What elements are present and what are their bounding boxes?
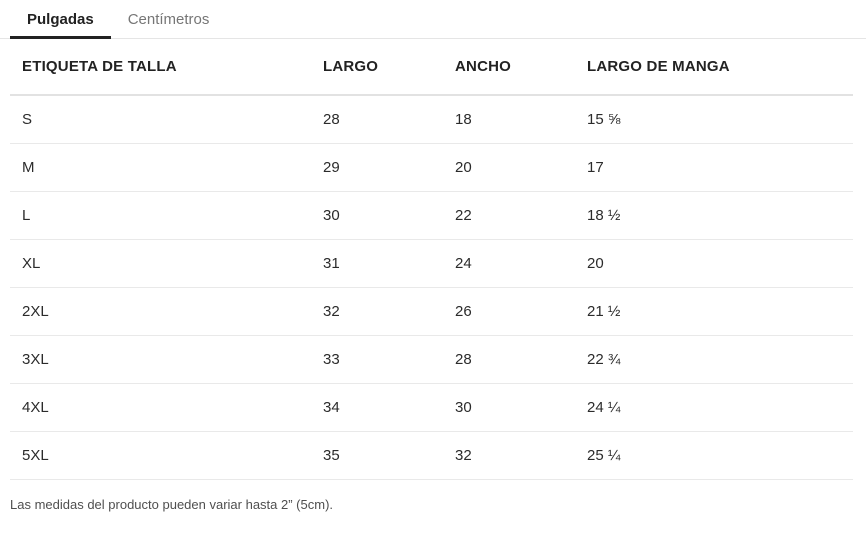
table-row-5xl: 5XL 35 32 25 ¼ (10, 431, 853, 480)
measurement-value: 20 (575, 239, 853, 288)
size-label: 3XL (10, 335, 311, 384)
size-unit-tabs: Pulgadas Centímetros (0, 0, 866, 39)
table-body: S 28 18 15 ⅝ M 29 20 17 L 30 22 18 ½ XL 31 24 20 2XL 32 26… (10, 95, 853, 480)
measurement-value: 21 ½ (575, 287, 853, 336)
measurement-value: 28 (311, 95, 443, 144)
measurement-value: 17 (575, 143, 853, 192)
size-label: M (10, 143, 311, 192)
table-row-3xl: 3XL 33 28 22 ¾ (10, 335, 853, 384)
column-header-ancho: ANCHO (443, 39, 575, 96)
tab-centimetros[interactable]: Centímetros (127, 10, 210, 28)
measurement-value: 28 (443, 335, 575, 384)
column-header-largo-de-manga: LARGO DE MANGA (575, 39, 853, 96)
size-label: XL (10, 239, 311, 288)
measurement-value: 18 ½ (575, 191, 853, 240)
measurement-value: 35 (311, 431, 443, 480)
measurement-value: 15 ⅝ (575, 95, 853, 144)
measurement-value: 32 (443, 431, 575, 480)
size-label: 2XL (10, 287, 311, 336)
table-row-l: L 30 22 18 ½ (10, 191, 853, 240)
measurement-value: 31 (311, 239, 443, 288)
size-label: S (10, 95, 311, 144)
table-row-m: M 29 20 17 (10, 143, 853, 192)
measurement-value: 26 (443, 287, 575, 336)
table-row-4xl: 4XL 34 30 24 ¼ (10, 383, 853, 432)
tab-pulgadas[interactable]: Pulgadas (10, 0, 111, 39)
measurement-value: 33 (311, 335, 443, 384)
measurement-value: 30 (443, 383, 575, 432)
measurement-value: 20 (443, 143, 575, 192)
measurement-value: 32 (311, 287, 443, 336)
measurement-value: 22 ¾ (575, 335, 853, 384)
measurement-value: 25 ¼ (575, 431, 853, 480)
column-header-etiqueta-de-talla: ETIQUETA DE TALLA (10, 39, 311, 96)
table-row-xl: XL 31 24 20 (10, 239, 853, 288)
table-row-2xl: 2XL 32 26 21 ½ (10, 287, 853, 336)
measurement-value: 24 ¼ (575, 383, 853, 432)
table-header-row: ETIQUETA DE TALLA LARGO ANCHO LARGO DE MANG… (10, 39, 853, 96)
column-header-largo: LARGO (311, 39, 443, 96)
size-chart-table: ETIQUETA DE TALLA LARGO ANCHO LARGO DE MANG… (10, 39, 853, 480)
size-label: 5XL (10, 431, 311, 480)
measurement-value: 34 (311, 383, 443, 432)
table-row-s: S 28 18 15 ⅝ (10, 95, 853, 144)
measurement-value: 22 (443, 191, 575, 240)
measurement-value: 18 (443, 95, 575, 144)
measurement-value: 24 (443, 239, 575, 288)
size-label: 4XL (10, 383, 311, 432)
measurement-tolerance-note: Las medidas del producto pueden variar h… (10, 496, 334, 512)
measurement-value: 30 (311, 191, 443, 240)
size-label: L (10, 191, 311, 240)
measurement-value: 29 (311, 143, 443, 192)
